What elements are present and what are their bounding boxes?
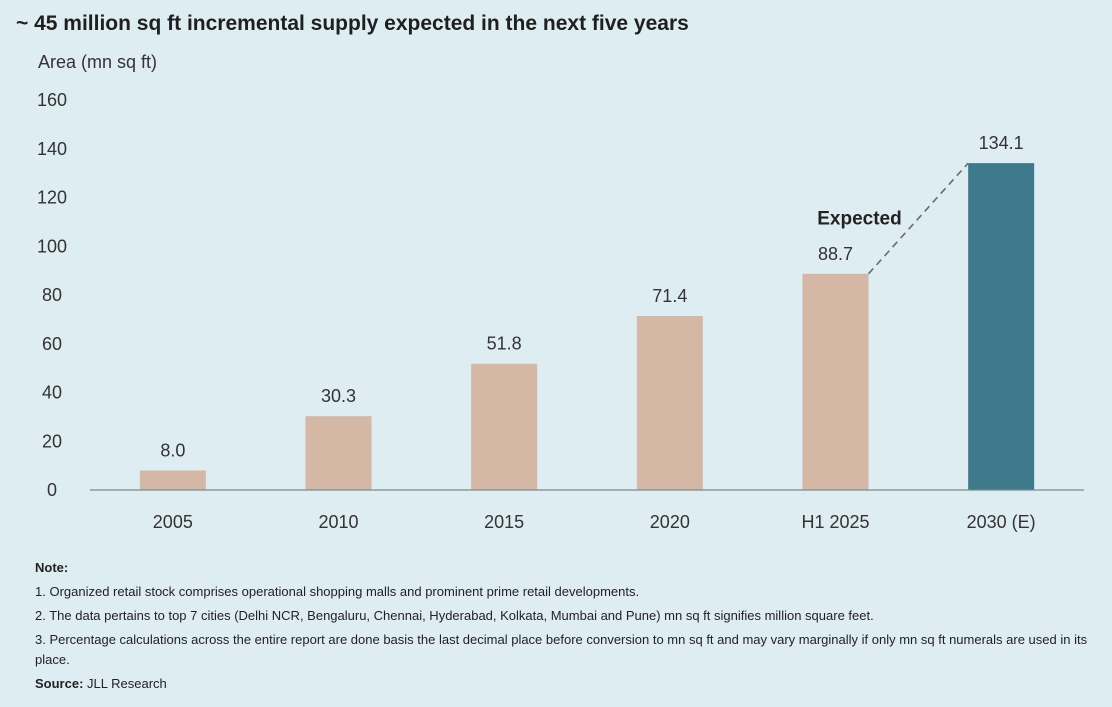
y-tick-label: 140 bbox=[37, 139, 67, 159]
y-tick-label: 40 bbox=[42, 383, 62, 403]
bar-2030-e- bbox=[968, 163, 1035, 490]
x-axis-ticks: 2005 2010 2015 2020 H1 2025 2030 (E) bbox=[153, 512, 1036, 532]
y-tick-label: 0 bbox=[47, 480, 57, 500]
data-label: 88.7 bbox=[818, 244, 853, 264]
bar-2015 bbox=[471, 363, 538, 490]
x-tick-label: 2010 bbox=[318, 512, 358, 532]
x-tick-label: 2005 bbox=[153, 512, 193, 532]
x-tick-label: 2015 bbox=[484, 512, 524, 532]
note-1: 1. Organized retail stock comprises oper… bbox=[35, 584, 640, 599]
expected-annotation: Expected bbox=[817, 208, 901, 229]
source-label: Source: bbox=[35, 676, 84, 691]
source-line: Source: JLL Research bbox=[35, 672, 1095, 696]
y-tick-label: 80 bbox=[42, 285, 62, 305]
y-tick-label: 20 bbox=[42, 431, 62, 451]
notes-heading: Note: bbox=[35, 560, 69, 575]
expected-dashed-line bbox=[867, 162, 969, 275]
x-tick-label: 2030 (E) bbox=[967, 512, 1036, 532]
y-tick-label: 160 bbox=[37, 90, 67, 110]
y-axis-ticks: 0 20 40 60 80 100 120 140 160 bbox=[37, 90, 67, 500]
y-tick-label: 60 bbox=[42, 334, 62, 354]
bar-2005 bbox=[139, 470, 206, 490]
data-label: 8.0 bbox=[160, 441, 185, 461]
bar-2020 bbox=[636, 315, 703, 490]
data-label: 134.1 bbox=[979, 133, 1024, 153]
notes-block: Note: 1. Organized retail stock comprise… bbox=[35, 556, 1095, 696]
x-tick-label: H1 2025 bbox=[801, 512, 869, 532]
data-label: 71.4 bbox=[652, 286, 687, 306]
data-label: 30.3 bbox=[321, 386, 356, 406]
y-axis-label: Area (mn sq ft) bbox=[38, 52, 158, 72]
bar-chart: 0 20 40 60 80 100 120 140 160 2005 2010 2015 2020 H1… bbox=[37, 90, 1084, 532]
source-text: JLL Research bbox=[87, 676, 167, 691]
y-tick-label: 100 bbox=[37, 236, 67, 256]
note-2: 2. The data pertains to top 7 cities (De… bbox=[35, 608, 874, 623]
chart-title: ~ 45 million sq ft incremental supply ex… bbox=[16, 12, 689, 35]
y-tick-label: 120 bbox=[37, 188, 67, 208]
x-tick-label: 2020 bbox=[650, 512, 690, 532]
value-labels: 8.0 30.3 51.8 71.4 88.7 134.1 bbox=[160, 133, 1023, 460]
note-3: 3. Percentage calculations across the en… bbox=[35, 632, 1088, 667]
data-label: 51.8 bbox=[487, 334, 522, 354]
bar-2010 bbox=[305, 416, 372, 490]
bar-h1-2025 bbox=[802, 273, 869, 490]
bars bbox=[139, 163, 1035, 490]
